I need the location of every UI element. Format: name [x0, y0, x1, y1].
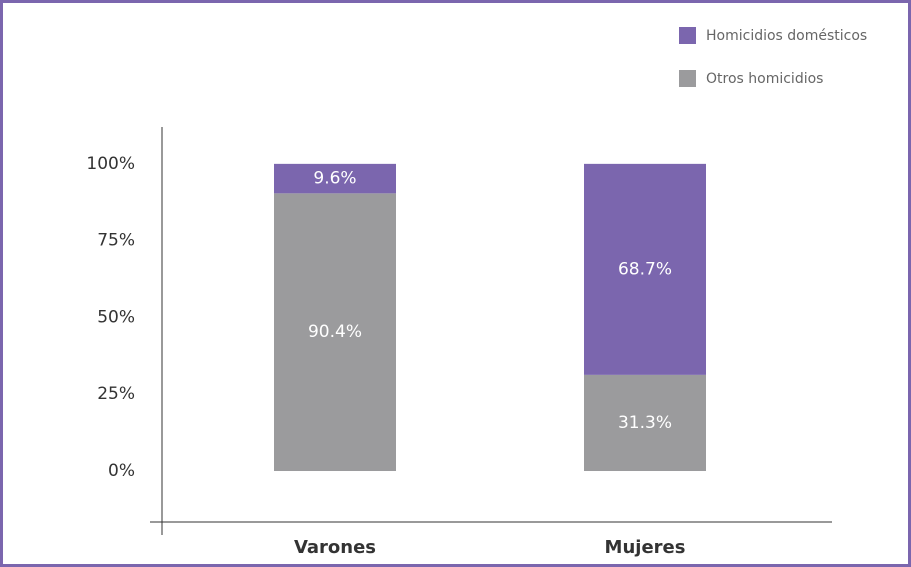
- bar-segment: [274, 193, 396, 472]
- data-label: 9.6%: [313, 169, 356, 189]
- x-tick-label: Varones: [294, 537, 376, 558]
- y-tick-label: 50%: [97, 307, 135, 327]
- legend-swatch: [679, 70, 696, 87]
- bar-segment: [584, 374, 706, 472]
- data-label: 90.4%: [308, 322, 362, 342]
- y-tick-label: 0%: [108, 461, 135, 481]
- y-tick-label: 25%: [97, 384, 135, 404]
- data-label: 31.3%: [618, 413, 672, 433]
- y-tick-label: 100%: [86, 154, 135, 174]
- bar-segment: [584, 163, 706, 375]
- x-tick-label: Mujeres: [605, 537, 686, 558]
- y-tick-label: 75%: [97, 231, 135, 251]
- data-label: 68.7%: [618, 259, 672, 279]
- legend-label: Homicidios domésticos: [706, 28, 867, 44]
- legend-label: Otros homicidios: [706, 71, 823, 87]
- legend-swatch: [679, 27, 696, 44]
- bar-segment: [274, 163, 396, 194]
